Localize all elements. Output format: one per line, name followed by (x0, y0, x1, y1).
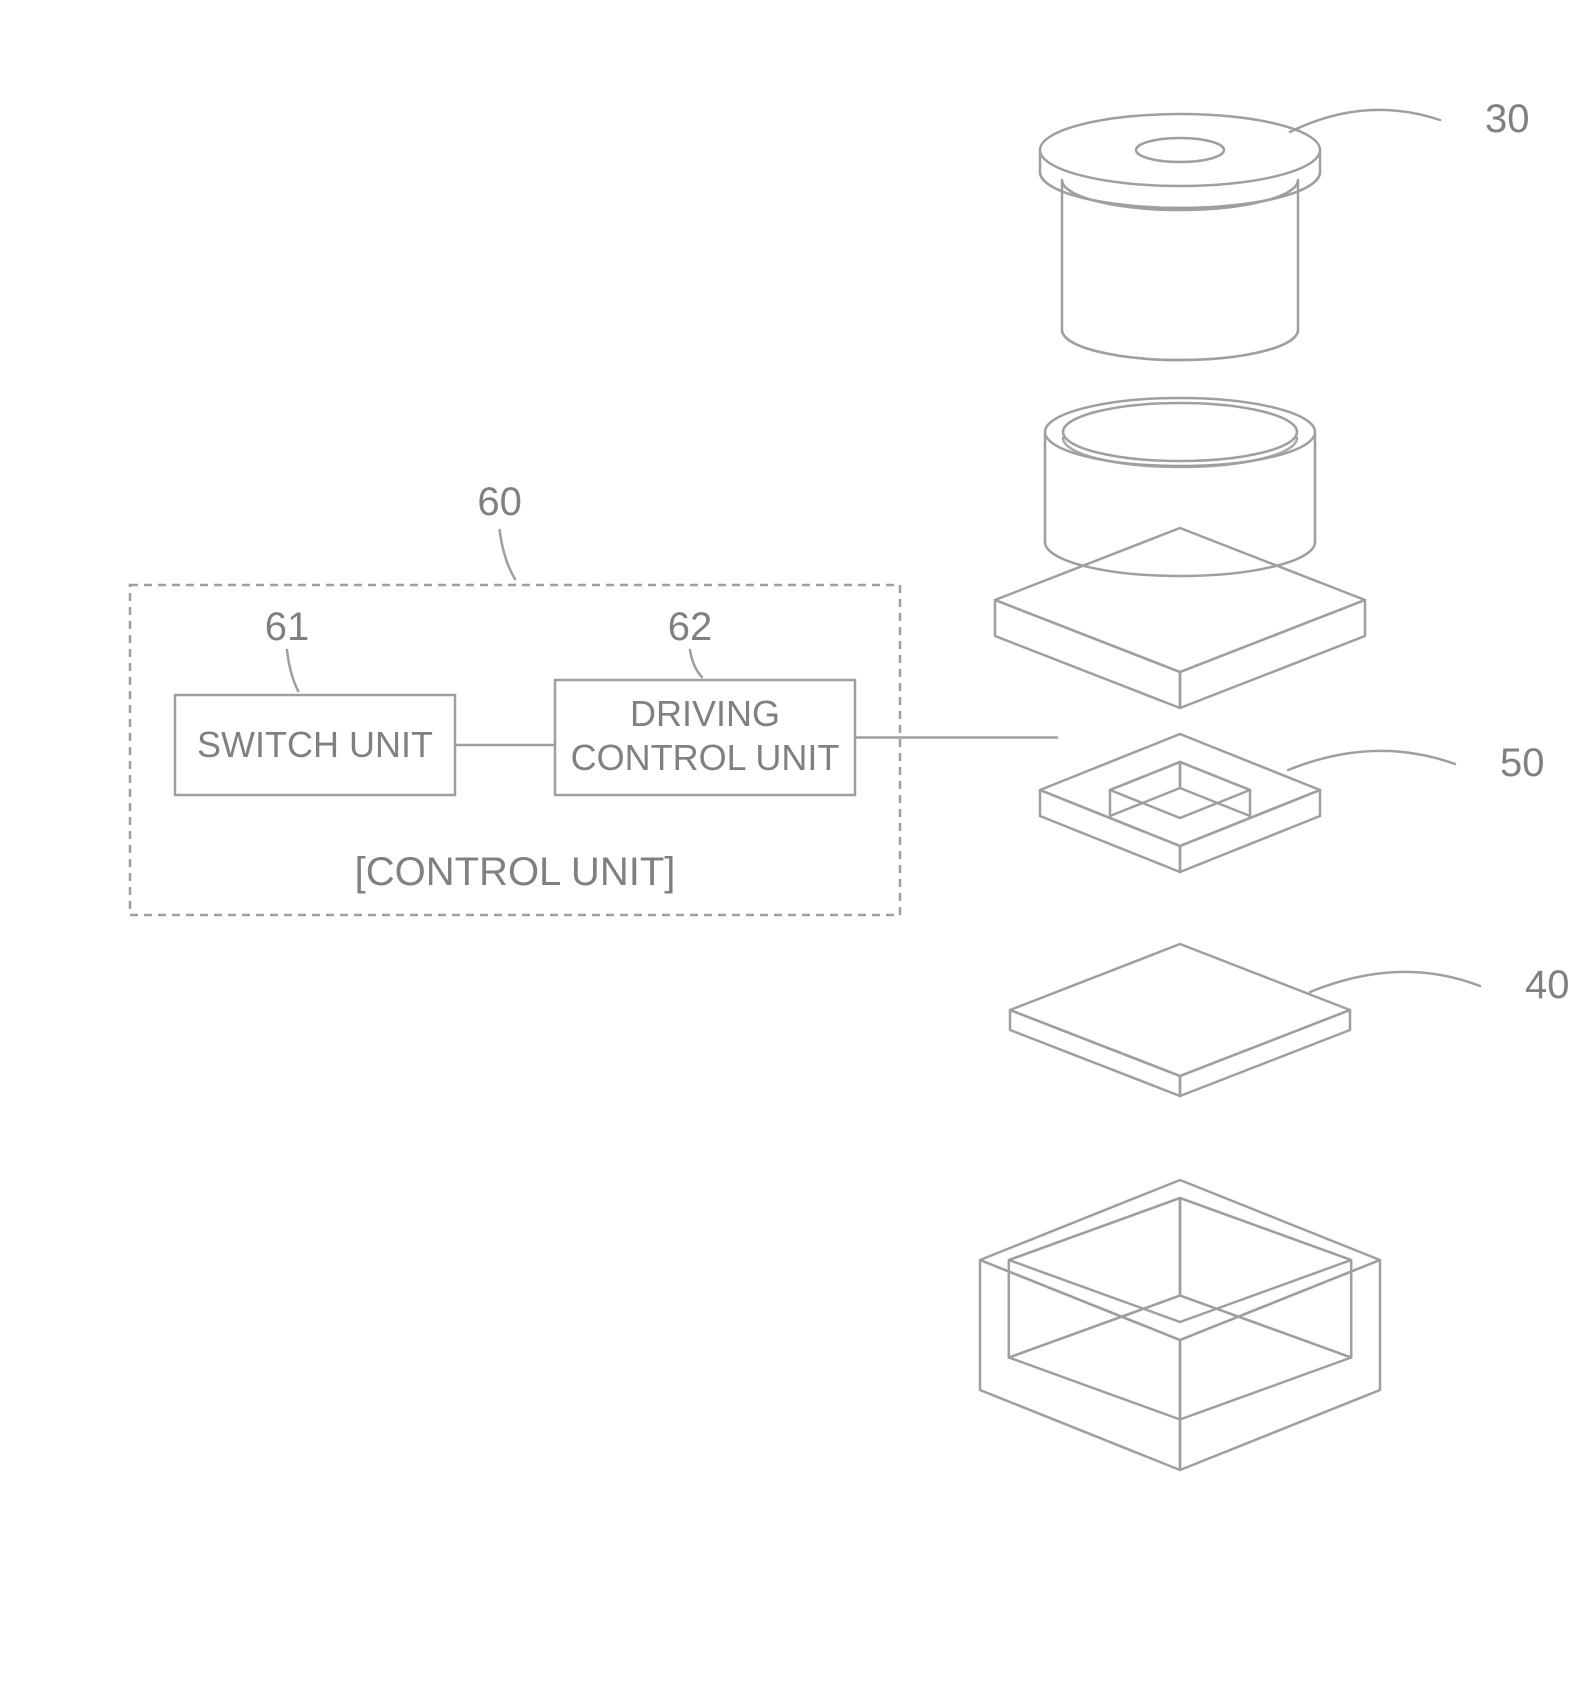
part40-top (1010, 944, 1350, 1076)
part30-cap-top (1040, 114, 1320, 186)
leader-50 (1288, 751, 1455, 770)
ref-60: 60 (477, 480, 522, 524)
leader-60 (500, 530, 515, 579)
leader-61 (287, 650, 298, 691)
part40-left (1010, 1010, 1180, 1096)
part50-top (1040, 734, 1320, 846)
ref-62: 62 (668, 605, 713, 649)
ring-plate-right (1180, 600, 1365, 708)
leader-62 (690, 650, 702, 677)
ring-plate-left (995, 600, 1180, 708)
driving-label-2: CONTROL UNIT (571, 737, 840, 778)
base-box-inner-backR (1180, 1198, 1351, 1358)
driving-label-1: DRIVING (630, 693, 780, 734)
leader-30 (1290, 110, 1440, 132)
part50-cut-backL (1110, 762, 1180, 816)
part40-right (1180, 1010, 1350, 1096)
leader-40 (1310, 972, 1480, 992)
control-unit-label: [CONTROL UNIT] (355, 850, 676, 894)
base-box-inner-backL (1009, 1198, 1180, 1358)
part30-body-bottom (1062, 330, 1298, 360)
ref-40: 40 (1525, 963, 1570, 1007)
switch-unit-label: SWITCH UNIT (197, 724, 433, 765)
ref-61: 61 (265, 605, 310, 649)
ring-base-arc (1045, 542, 1315, 576)
part50-cut-backR (1180, 762, 1250, 816)
ring-plate-top (995, 528, 1365, 672)
ref-30: 30 (1485, 97, 1530, 141)
ref-50: 50 (1500, 741, 1545, 785)
